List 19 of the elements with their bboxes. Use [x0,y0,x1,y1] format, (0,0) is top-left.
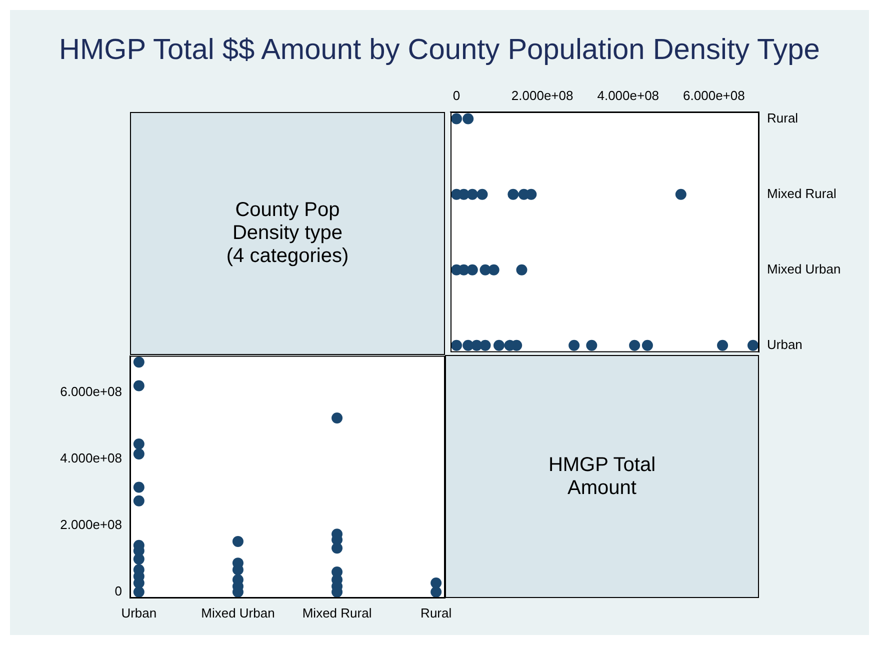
y-tick-label: 6.000e+08 [60,384,122,399]
x-tick-label: Mixed Urban [201,605,275,620]
x-tick-label: 6.000e+08 [683,88,745,103]
text: County Pop Density type (4 categories) [225,199,350,268]
y-tick-label: Mixed Rural [767,186,836,201]
y-tick-label: Rural [767,110,798,126]
y-tick-label: 4.000e+08 [60,450,122,466]
x-tick-label: Urban [121,605,157,620]
x-tick-label: Rural [420,605,452,620]
text: HMGP Total Amount [547,454,657,500]
x-tick-label: 4.000e+08 [597,88,660,103]
text: HMGP Total $$ Amount by County Population Density Type [58,34,821,67]
x-tick-label: Mixed Rural [302,605,372,620]
x-tick-label: 0 [452,88,460,103]
y-tick-label: Urban [767,336,802,352]
y-tick-label: Mixed Urban [767,261,841,276]
y-tick-label: 2.000e+08 [60,517,122,532]
y-tick-label: 0 [114,584,122,599]
x-tick-label: 2.000e+08 [511,88,574,103]
